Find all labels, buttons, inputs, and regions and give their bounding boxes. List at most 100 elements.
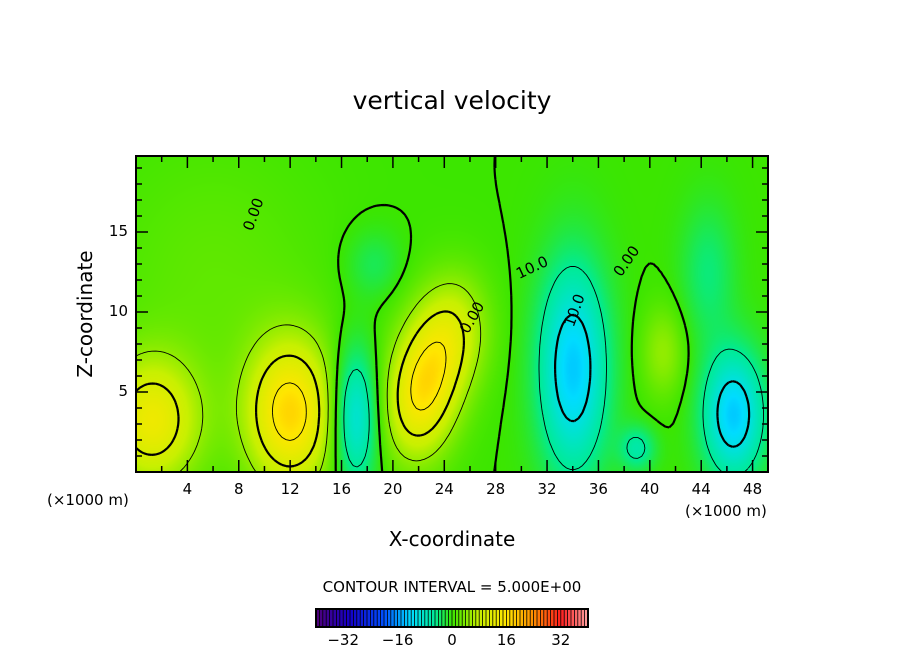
colorbar-segment <box>492 609 497 627</box>
x-tick-label: 48 <box>743 480 763 498</box>
colorbar-tick-label: 16 <box>496 631 516 649</box>
x-tick-label: 40 <box>640 480 660 498</box>
colorbar-tick-label: 32 <box>551 631 571 649</box>
colorbar-segment <box>540 609 544 627</box>
contour-line-5 <box>135 283 482 473</box>
x-tick-label: 8 <box>233 480 244 498</box>
contour-line--10 <box>554 313 751 448</box>
colorbar-segment <box>513 609 517 627</box>
colorbar-segment <box>571 609 575 627</box>
contour-line-10 <box>135 310 465 468</box>
colorbar-segment <box>418 609 422 627</box>
colorbar-segment <box>533 609 537 627</box>
x-tick-label: 28 <box>486 480 506 498</box>
colorbar-segment <box>411 609 415 627</box>
x-tick-label: 20 <box>383 480 403 498</box>
colorbar-segment <box>445 609 449 627</box>
colorbar-segment <box>424 609 429 627</box>
colorbar-segment <box>380 609 384 627</box>
colorbar-segment <box>496 609 500 627</box>
colorbar-segment <box>356 609 361 627</box>
colorbar-segment <box>346 609 350 627</box>
colorbar-segment <box>452 609 456 627</box>
z-unit-label: (×1000 m) <box>47 491 129 509</box>
colorbar-segment <box>441 609 446 627</box>
colorbar-segment <box>407 609 412 627</box>
colorbar-segment <box>390 609 395 627</box>
colorbar-segment <box>479 609 483 627</box>
colorbar-segment <box>509 609 514 627</box>
colorbar-segment <box>543 609 548 627</box>
colorbar-segment <box>469 609 473 627</box>
colorbar-segment <box>550 609 554 627</box>
colorbar-tick-label: 0 <box>447 631 457 649</box>
colorbar-segment <box>343 609 347 627</box>
contour-line--5 <box>343 265 764 473</box>
x-tick-label: 12 <box>280 480 300 498</box>
colorbar-segment <box>435 609 439 627</box>
colorbar-segment <box>322 609 327 627</box>
colorbar-segment <box>503 609 507 627</box>
colorbar-segment <box>401 609 405 627</box>
x-tick-label: 24 <box>434 480 454 498</box>
colorbar-segment <box>394 609 398 627</box>
contour-label: 10.0 <box>513 252 551 282</box>
colorbar-segment <box>319 609 323 627</box>
colorbar-segment <box>421 609 425 627</box>
colorbar-segment <box>516 609 520 627</box>
colorbar-segment <box>520 609 524 627</box>
colorbar-segment <box>526 609 531 627</box>
colorbar-segment <box>333 609 337 627</box>
colorbar-segment <box>373 609 378 627</box>
colorbar-segment <box>387 609 391 627</box>
colorbar-segment <box>499 609 503 627</box>
contour-label: 0.00 <box>610 242 644 280</box>
colorbar-segment <box>384 609 388 627</box>
contour-interval-label: CONTOUR INTERVAL = 5.000E+00 <box>322 578 582 596</box>
colorbar-segment <box>316 609 320 627</box>
colorbar-segment <box>486 609 490 627</box>
colorbar-segment <box>339 609 344 627</box>
colorbar-segment <box>581 609 585 627</box>
colorbar-segment <box>350 609 354 627</box>
colorbar-segment <box>363 609 367 627</box>
colorbar-segment <box>458 609 463 627</box>
colorbar-segment <box>326 609 330 627</box>
colorbar-segment <box>455 609 459 627</box>
y-tick-label: 15 <box>108 222 128 240</box>
y-axis-label: Z-coordinate <box>73 250 97 378</box>
colorbar-segment <box>564 609 568 627</box>
contour-line-15 <box>272 341 447 441</box>
colorbar-segment <box>353 609 357 627</box>
colorbar-frame <box>315 608 589 628</box>
colorbar-segment <box>530 609 534 627</box>
colorbar-tick-label: −32 <box>327 631 360 649</box>
contour-label: 0.00 <box>456 299 488 337</box>
colorbar-segment <box>428 609 432 627</box>
colorbar-segment <box>377 609 381 627</box>
colorbar-segment <box>370 609 374 627</box>
colorbar-segment <box>506 609 510 627</box>
colorbar-segment <box>329 609 333 627</box>
colorbar-segment <box>448 609 452 627</box>
colorbar-segment <box>574 609 578 627</box>
chart-title: vertical velocity <box>352 86 552 115</box>
colorbar-segment <box>414 609 418 627</box>
colorbar-segment <box>404 609 408 627</box>
colorbar-segment <box>554 609 558 627</box>
colorbar-segment <box>431 609 435 627</box>
colorbar-segment <box>523 609 527 627</box>
colorbar-segment <box>584 609 588 627</box>
colorbar-segment <box>367 609 371 627</box>
x-tick-label: 44 <box>691 480 711 498</box>
contour-label: 0.00 <box>239 196 267 234</box>
colorbar-segment <box>547 609 551 627</box>
colorbar-segment <box>489 609 493 627</box>
colorbar-segment <box>336 609 340 627</box>
x-axis-label: X-coordinate <box>388 527 516 551</box>
plot-frame <box>135 155 769 473</box>
colorbar-segment <box>397 609 401 627</box>
colorbar-segment <box>438 609 442 627</box>
colorbar-segment <box>577 609 582 627</box>
